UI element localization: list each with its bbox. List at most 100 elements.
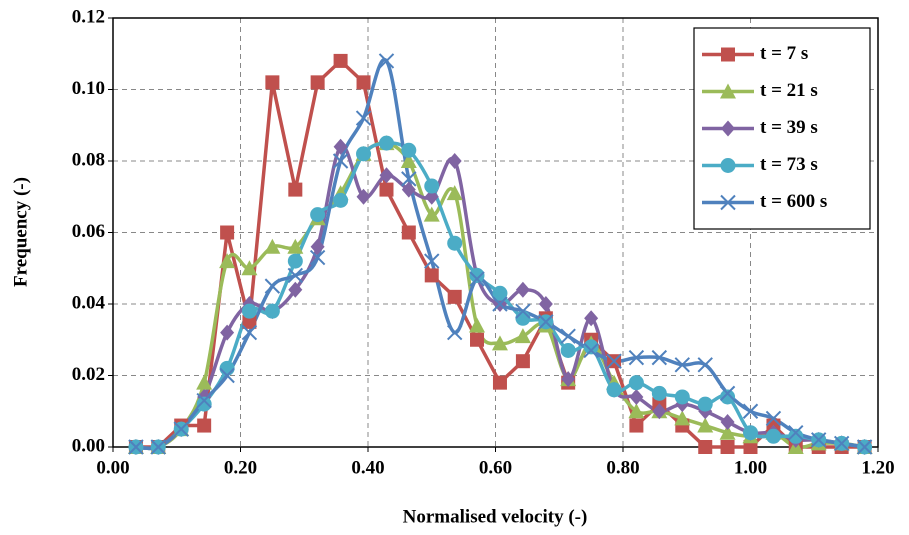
- marker: [379, 167, 394, 184]
- marker: [720, 389, 736, 405]
- y-tick-label: 0.10: [72, 78, 105, 99]
- marker: [241, 260, 258, 276]
- marker: [447, 153, 462, 169]
- y-tick-label: 0.04: [72, 292, 106, 313]
- marker: [128, 439, 144, 455]
- marker: [446, 324, 463, 341]
- y-tick-label: 0.12: [72, 6, 105, 27]
- marker: [765, 428, 781, 444]
- marker: [196, 374, 213, 390]
- marker: [264, 238, 281, 254]
- marker: [856, 439, 873, 455]
- marker: [242, 314, 257, 329]
- marker: [264, 303, 280, 319]
- y-tick-label: 0.06: [72, 221, 105, 242]
- x-tick-label: 1.00: [734, 457, 767, 478]
- x-tick-label: 0.00: [96, 457, 129, 478]
- marker: [629, 388, 644, 405]
- marker: [401, 225, 416, 240]
- marker: [720, 440, 735, 454]
- marker: [560, 328, 576, 344]
- marker: [698, 440, 713, 454]
- marker: [743, 425, 758, 441]
- marker: [583, 339, 599, 355]
- marker: [309, 249, 326, 266]
- marker: [288, 182, 303, 197]
- marker: [241, 303, 257, 319]
- marker: [332, 153, 349, 169]
- y-tick-label: 0.08: [72, 149, 105, 170]
- marker: [515, 281, 530, 298]
- legend-label: t = 21 s: [760, 80, 818, 101]
- y-tick-label: 0.00: [72, 435, 105, 456]
- marker: [765, 410, 782, 427]
- marker: [651, 349, 668, 366]
- marker: [310, 207, 326, 223]
- marker: [424, 268, 439, 283]
- marker: [674, 389, 690, 405]
- marker: [469, 271, 485, 287]
- legend-marker: [720, 83, 736, 99]
- marker: [356, 75, 371, 90]
- marker: [356, 188, 371, 205]
- marker: [401, 171, 417, 187]
- x-tick-label: 0.80: [606, 457, 639, 478]
- y-tick-label: 0.02: [72, 364, 105, 385]
- marker: [514, 328, 531, 344]
- legend-label: t = 600 s: [760, 191, 827, 212]
- marker: [697, 417, 714, 433]
- legend-marker: [720, 194, 736, 211]
- legend-label: t = 39 s: [760, 117, 818, 138]
- marker: [628, 403, 645, 419]
- marker: [652, 403, 667, 420]
- marker: [492, 296, 508, 312]
- marker: [356, 146, 372, 162]
- marker: [811, 432, 827, 448]
- marker: [264, 278, 281, 294]
- legend-label: t = 73 s: [760, 154, 818, 175]
- marker: [561, 371, 576, 388]
- marker: [788, 428, 804, 444]
- marker: [719, 385, 736, 402]
- marker: [833, 435, 850, 452]
- marker: [606, 382, 622, 398]
- marker: [333, 53, 348, 68]
- marker: [492, 285, 508, 301]
- marker: [560, 342, 576, 358]
- marker: [196, 392, 212, 409]
- marker: [333, 192, 349, 208]
- marker: [173, 421, 189, 437]
- marker: [150, 439, 166, 455]
- legend-label: t = 7 s: [760, 43, 808, 64]
- marker: [469, 317, 486, 333]
- marker: [219, 360, 235, 376]
- marker: [196, 396, 212, 412]
- x-axis-title: Normalised velocity (-): [403, 506, 588, 527]
- legend-marker: [720, 158, 736, 173]
- marker: [355, 110, 372, 126]
- marker: [220, 324, 235, 341]
- marker: [538, 314, 554, 330]
- marker: [423, 206, 440, 222]
- marker: [446, 185, 463, 201]
- x-tick-label: 0.20: [224, 457, 257, 478]
- legend: t = 7 s t = 21 s t = 39 s t = 73 s t = 600 s: [693, 27, 871, 230]
- marker: [400, 153, 417, 168]
- marker: [742, 403, 759, 419]
- series-line: [135, 57, 865, 451]
- x-tick-label: 0.60: [479, 457, 512, 478]
- marker: [697, 357, 713, 373]
- marker: [447, 235, 463, 251]
- marker: [447, 289, 462, 304]
- marker: [378, 135, 394, 151]
- marker: [469, 267, 485, 283]
- marker: [719, 424, 736, 440]
- marker: [628, 375, 644, 391]
- marker: [584, 310, 599, 327]
- marker: [515, 310, 531, 326]
- marker: [424, 188, 439, 205]
- marker: [310, 238, 325, 255]
- marker: [492, 375, 507, 390]
- marker: [333, 138, 348, 155]
